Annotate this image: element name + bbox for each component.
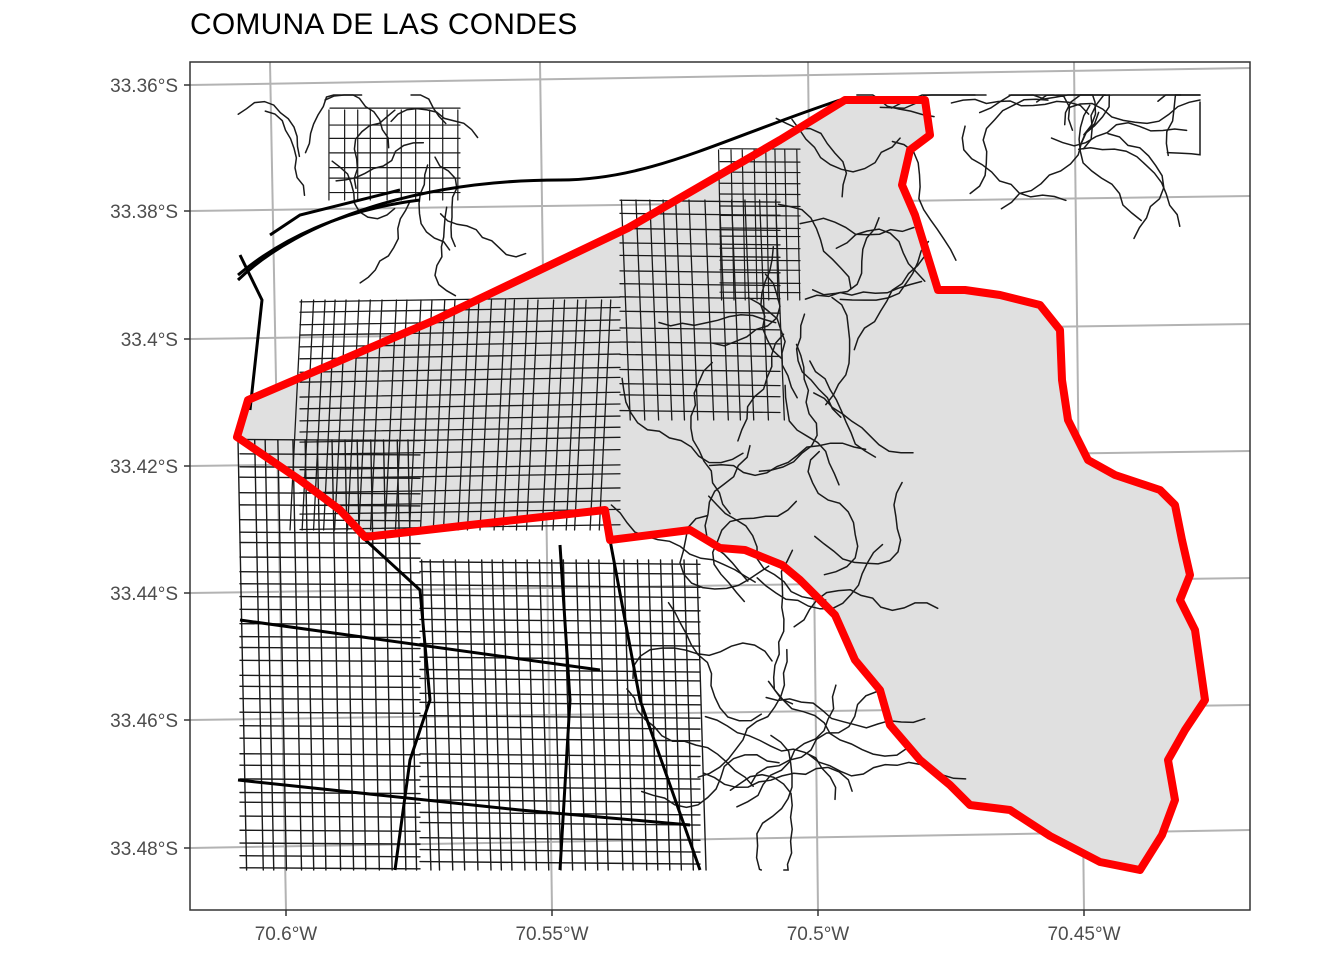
- y-tick-label: 33.48°S: [110, 839, 178, 860]
- x-tick-label: 70.6°W: [255, 924, 318, 945]
- road-network: [237, 94, 1201, 871]
- x-axis-labels: 70.6°W 70.55°W 70.5°W 70.45°W: [255, 924, 1121, 945]
- y-tick-label: 33.38°S: [110, 202, 178, 223]
- x-axis: [285, 910, 1085, 916]
- y-tick-label: 33.4°S: [121, 330, 178, 351]
- y-axis-labels: 33.36°S 33.38°S 33.4°S 33.42°S 33.44°S 3…: [110, 76, 178, 860]
- y-tick-label: 33.44°S: [110, 584, 178, 605]
- y-axis: [184, 84, 190, 849]
- panel-border: [189, 61, 1251, 911]
- y-tick-label: 33.36°S: [110, 76, 178, 97]
- x-tick-label: 70.55°W: [515, 924, 588, 945]
- y-tick-label: 33.46°S: [110, 711, 178, 732]
- map-title: COMUNA DE LAS CONDES: [190, 8, 578, 41]
- y-tick-label: 33.42°S: [110, 457, 178, 478]
- x-tick-label: 70.5°W: [787, 924, 850, 945]
- x-tick-label: 70.45°W: [1047, 924, 1120, 945]
- major-roads: [236, 98, 841, 871]
- comuna-boundary[interactable]: [233, 96, 1209, 874]
